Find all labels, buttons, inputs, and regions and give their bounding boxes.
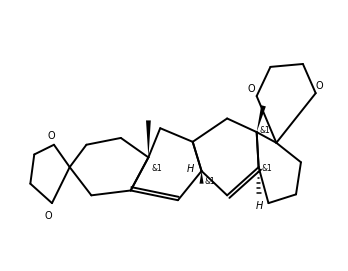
Polygon shape bbox=[146, 120, 151, 157]
Text: &1: &1 bbox=[261, 164, 272, 173]
Text: H: H bbox=[256, 201, 263, 211]
Polygon shape bbox=[257, 105, 266, 132]
Text: &1: &1 bbox=[204, 177, 215, 186]
Text: &1: &1 bbox=[259, 126, 270, 135]
Text: H: H bbox=[187, 164, 194, 174]
Text: O: O bbox=[248, 84, 255, 94]
Polygon shape bbox=[199, 171, 204, 184]
Text: O: O bbox=[315, 82, 323, 91]
Text: &1: &1 bbox=[151, 164, 162, 173]
Text: O: O bbox=[44, 211, 52, 221]
Text: O: O bbox=[47, 131, 55, 141]
